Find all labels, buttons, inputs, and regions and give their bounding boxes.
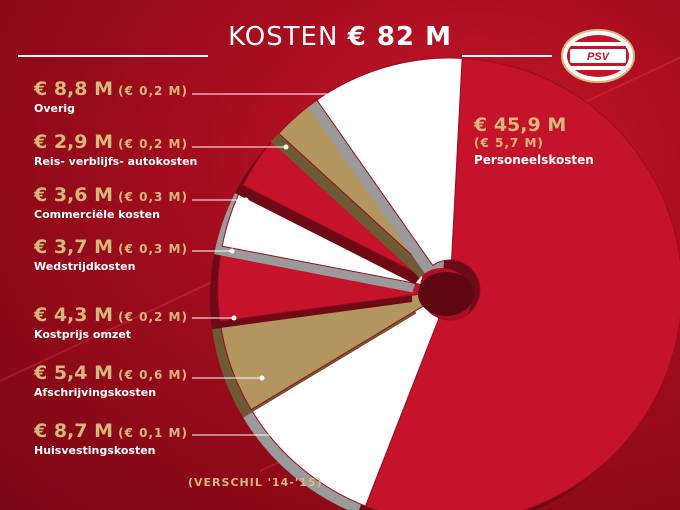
psv-logo: PSV — [561, 29, 635, 83]
pie-slice-huisvestingskosten — [250, 304, 440, 507]
psv-logo-text: PSV — [587, 51, 611, 63]
slice-value: € 3,7 M — [34, 236, 114, 258]
slice-name: Reis- verblijfs- autokosten — [34, 155, 198, 168]
slice-label-wedstrijdkosten: € 3,7 M (€ 0,3 M) Wedstrijdkosten — [34, 236, 188, 273]
slice-value: € 3,6 M — [34, 184, 114, 206]
slice-label-personeelskosten: € 45,9 M (€ 5,7 M) Personeelskosten — [474, 114, 594, 167]
label-connector-dot — [243, 197, 249, 203]
slice-label-huisvestingskosten: € 8,7 M (€ 0,1 M) Huisvestingskosten — [34, 420, 188, 457]
slice-value: € 45,9 M — [474, 114, 567, 136]
slice-value: € 5,4 M — [34, 362, 114, 384]
slice-name: Overig — [34, 102, 76, 115]
label-connector-dot — [229, 248, 235, 254]
slice-value: € 2,9 M — [34, 131, 114, 153]
slice-name: Personeelskosten — [474, 153, 594, 167]
label-connector-dot — [389, 91, 395, 97]
slice-label-commerciele-kosten: € 3,6 M (€ 0,3 M) Commerciële kosten — [34, 184, 188, 221]
footnote: (VERSCHIL '14-'15) — [188, 476, 323, 489]
slice-label-reiskosten: € 2,9 M (€ 0,2 M) Reis- verblijfs- autok… — [34, 131, 197, 168]
pie-slice-overig — [316, 57, 463, 267]
slice-name: Afschrijvingskosten — [34, 386, 157, 399]
slice-name: Commerciële kosten — [34, 208, 160, 221]
label-connector-dot — [259, 375, 265, 381]
slice-change: (€ 0,2 M) — [118, 84, 188, 98]
title-rule-left — [18, 55, 208, 57]
pie-layer — [192, 57, 680, 510]
slice-change: (€ 0,3 M) — [118, 190, 188, 204]
page-title: KOSTEN € 82 M — [0, 22, 680, 52]
pie-center-hole — [418, 272, 474, 316]
slice-change: (€ 0,3 M) — [118, 242, 188, 256]
label-connector-dot — [231, 315, 237, 321]
slice-value: € 8,7 M — [34, 420, 114, 442]
slice-change: (€ 0,1 M) — [118, 426, 188, 440]
slice-change: (€ 0,2 M) — [118, 137, 188, 151]
label-connector-dot — [283, 144, 289, 150]
slice-label-overig: € 8,8 M (€ 0,2 M) Overig — [34, 78, 188, 115]
label-connector-dot — [299, 432, 305, 438]
slice-name: Huisvestingskosten — [34, 444, 156, 457]
slice-change: (€ 0,6 M) — [118, 368, 188, 382]
slice-name: Kostprijs omzet — [34, 328, 132, 341]
slice-change: (€ 0,2 M) — [118, 310, 188, 324]
title-total: € 82 M — [347, 22, 452, 52]
slice-name: Wedstrijdkosten — [34, 260, 136, 273]
title-light: KOSTEN — [228, 22, 339, 52]
slice-label-afschrijvingskosten: € 5,4 M (€ 0,6 M) Afschrijvingskosten — [34, 362, 188, 399]
slice-value: € 4,3 M — [34, 304, 114, 326]
title-rule-right — [462, 55, 552, 57]
slice-value: € 8,8 M — [34, 78, 114, 100]
slice-change: (€ 5,7 M) — [474, 136, 544, 150]
pie-slice-personeelskosten — [364, 57, 680, 510]
slice-label-kostprijs-omzet: € 4,3 M (€ 0,2 M) Kostprijs omzet — [34, 304, 188, 341]
